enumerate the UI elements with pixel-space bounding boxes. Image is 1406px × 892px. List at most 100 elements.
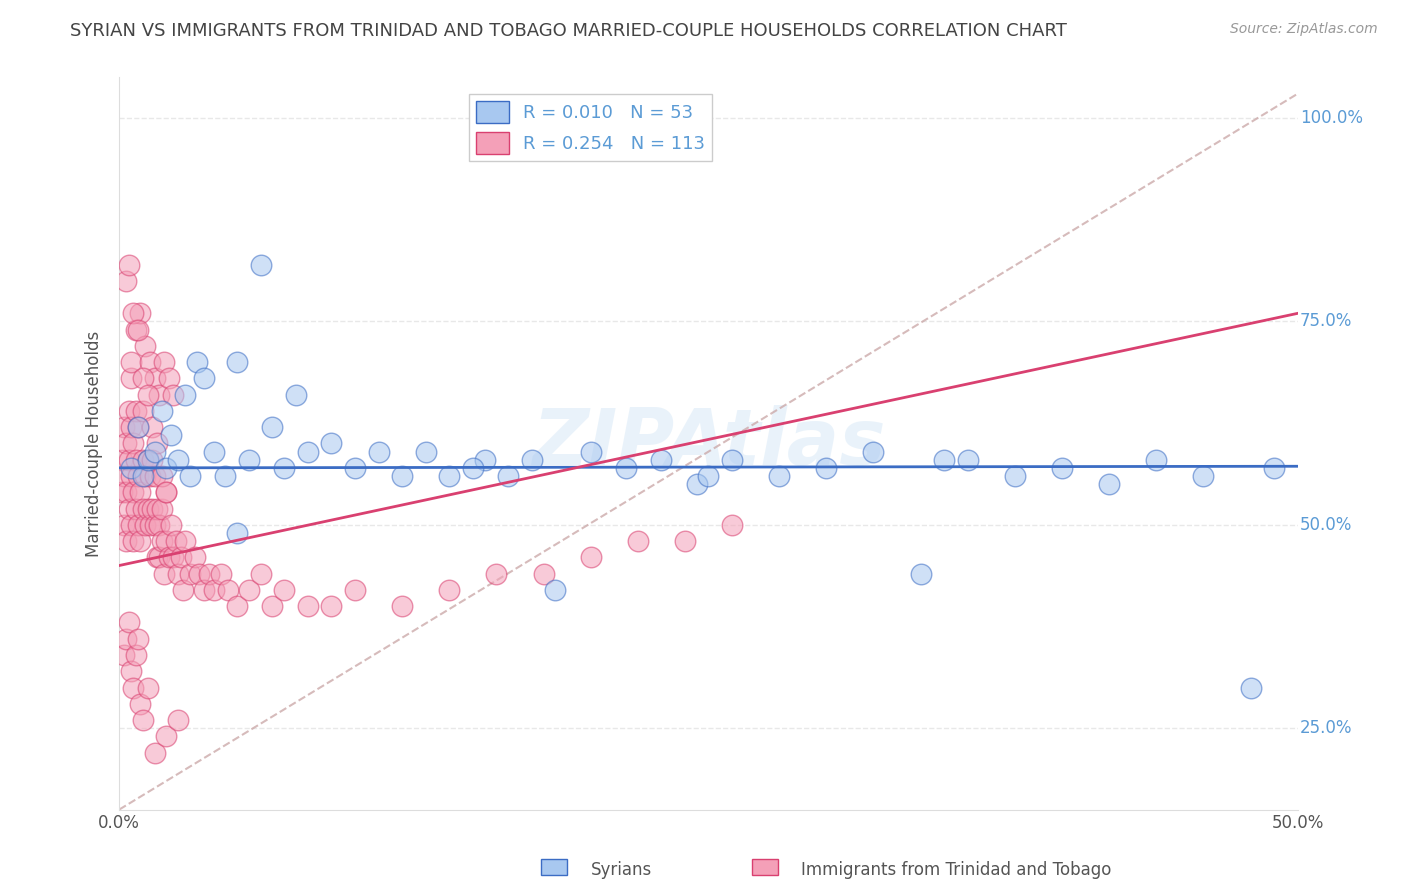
Point xyxy=(262,420,284,434)
Point xyxy=(862,444,884,458)
Point xyxy=(721,517,744,532)
Point xyxy=(122,306,145,320)
Point xyxy=(202,582,225,597)
Point xyxy=(143,469,166,483)
Point xyxy=(120,355,142,369)
Point xyxy=(188,566,211,581)
Point xyxy=(934,452,956,467)
Point xyxy=(533,566,555,581)
Point xyxy=(120,371,142,385)
Point xyxy=(496,469,519,483)
Bar xyxy=(541,859,567,875)
Point xyxy=(136,501,159,516)
Point xyxy=(141,501,163,516)
Point xyxy=(627,534,650,549)
Point xyxy=(155,534,177,549)
Point xyxy=(160,428,183,442)
Text: Immigrants from Trinidad and Tobago: Immigrants from Trinidad and Tobago xyxy=(801,861,1112,879)
Point xyxy=(136,681,159,695)
Point xyxy=(321,599,343,614)
Point xyxy=(910,566,932,581)
Text: 100.0%: 100.0% xyxy=(1301,109,1362,128)
Point xyxy=(179,566,201,581)
Point xyxy=(111,485,134,500)
Point xyxy=(367,444,389,458)
Point xyxy=(112,420,135,434)
Point xyxy=(321,436,343,450)
Point xyxy=(129,485,152,500)
Point xyxy=(143,517,166,532)
Point xyxy=(461,461,484,475)
Legend: R = 0.010   N = 53, R = 0.254   N = 113: R = 0.010 N = 53, R = 0.254 N = 113 xyxy=(470,94,713,161)
Text: SYRIAN VS IMMIGRANTS FROM TRINIDAD AND TOBAGO MARRIED-COUPLE HOUSEHOLDS CORRELAT: SYRIAN VS IMMIGRANTS FROM TRINIDAD AND T… xyxy=(70,22,1067,40)
Point xyxy=(650,452,672,467)
Point xyxy=(127,517,149,532)
Point xyxy=(120,665,142,679)
Point xyxy=(1050,461,1073,475)
Point xyxy=(815,461,838,475)
Point xyxy=(153,355,176,369)
Point xyxy=(132,713,155,727)
Point xyxy=(148,517,170,532)
Point xyxy=(193,371,215,385)
Point xyxy=(129,534,152,549)
Point xyxy=(141,420,163,434)
Point xyxy=(198,566,221,581)
Point xyxy=(167,566,190,581)
Point xyxy=(143,746,166,760)
Text: 75.0%: 75.0% xyxy=(1301,312,1353,330)
Point xyxy=(141,452,163,467)
Point xyxy=(139,469,162,483)
Point xyxy=(343,582,366,597)
Point xyxy=(111,452,134,467)
Point xyxy=(132,404,155,418)
Point xyxy=(112,648,135,662)
Y-axis label: Married-couple Households: Married-couple Households xyxy=(86,330,103,557)
Point xyxy=(343,461,366,475)
Point xyxy=(544,582,567,597)
Text: 50.0%: 50.0% xyxy=(1301,516,1353,533)
Point xyxy=(129,306,152,320)
Point xyxy=(115,485,138,500)
Point xyxy=(520,452,543,467)
Point xyxy=(391,469,413,483)
Point xyxy=(143,371,166,385)
Point xyxy=(127,420,149,434)
Point xyxy=(127,469,149,483)
Point xyxy=(146,436,169,450)
Point xyxy=(136,452,159,467)
Point xyxy=(143,444,166,458)
Point xyxy=(139,517,162,532)
Point xyxy=(186,355,208,369)
Point xyxy=(439,469,461,483)
Point xyxy=(162,387,184,401)
Point xyxy=(226,355,249,369)
Point xyxy=(297,444,319,458)
Point xyxy=(1098,477,1121,491)
Point xyxy=(226,599,249,614)
Point xyxy=(226,525,249,540)
Point xyxy=(157,371,180,385)
Point xyxy=(162,550,184,565)
Point xyxy=(132,371,155,385)
Point xyxy=(112,517,135,532)
Point xyxy=(115,632,138,646)
Point xyxy=(155,485,177,500)
Point xyxy=(127,420,149,434)
Point xyxy=(167,452,190,467)
Point xyxy=(167,713,190,727)
Point xyxy=(132,501,155,516)
Point xyxy=(153,566,176,581)
Point xyxy=(120,469,142,483)
Point xyxy=(214,469,236,483)
Point xyxy=(415,444,437,458)
Point xyxy=(165,534,187,549)
Point xyxy=(238,452,260,467)
Point xyxy=(1144,452,1167,467)
Text: ZIPAtlas: ZIPAtlas xyxy=(531,406,886,482)
Point xyxy=(249,566,271,581)
Point xyxy=(391,599,413,614)
Point xyxy=(155,461,177,475)
Point xyxy=(136,452,159,467)
Point xyxy=(115,274,138,288)
